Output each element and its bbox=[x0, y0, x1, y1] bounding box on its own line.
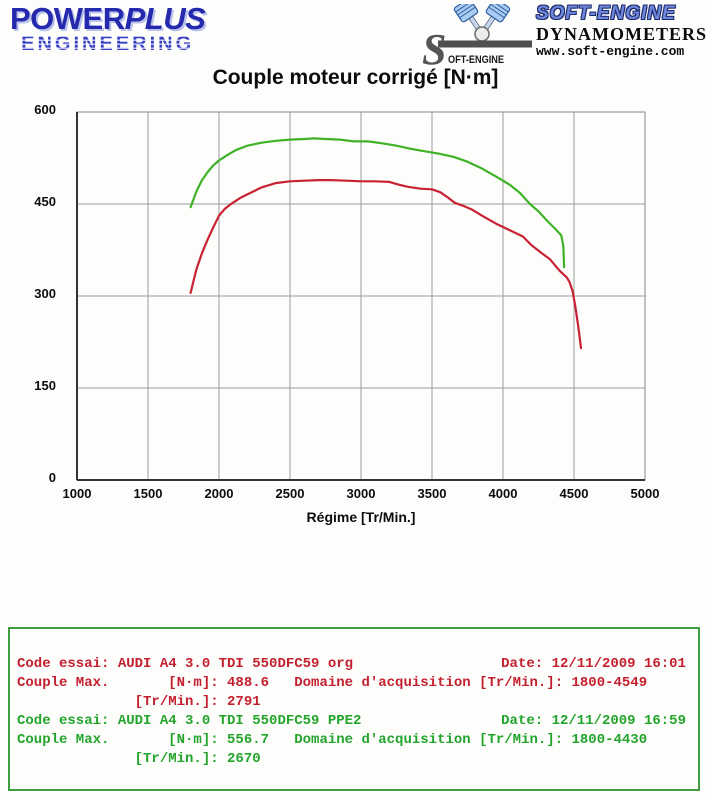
results-box: Code essai: AUDI A4 3.0 TDI 550DFC59 org… bbox=[8, 627, 700, 791]
torque-chart: 1000 1500 2000 2500 3000 3500 4000 4500 5000 0 150… bbox=[34, 102, 660, 525]
x-tick-label-5000: 5000 bbox=[631, 486, 660, 501]
header: POWERPLUS ENGINEERING bbox=[0, 1, 711, 69]
x-tick-label-3500: 3500 bbox=[418, 486, 447, 501]
x-axis-title: Régime [Tr/Min.] bbox=[307, 509, 416, 525]
soft-engine-s-letter: S bbox=[422, 25, 446, 68]
x-tick-label-1000: 1000 bbox=[63, 486, 92, 501]
test1-date: Date: 12/11/2009 16:01 bbox=[501, 656, 686, 672]
y-tick-label-300: 300 bbox=[34, 286, 56, 301]
y-tick-label-600: 600 bbox=[34, 102, 56, 117]
x-tick-label-2000: 2000 bbox=[205, 486, 234, 501]
y-tick-label-150: 150 bbox=[34, 378, 56, 393]
x-tick-label-3000: 3000 bbox=[347, 486, 376, 501]
soft-engine-logo: S OFT-ENGINE SOFT-ENGINE DYNAMOMETERS ww… bbox=[422, 4, 707, 69]
dynamometers-label: DYNAMOMETERS bbox=[535, 24, 707, 44]
torque-curve-org bbox=[189, 178, 583, 350]
test1-code: Code essai: AUDI A4 3.0 TDI 550DFC59 org bbox=[17, 656, 354, 672]
soft-engine-s-caption: OFT-ENGINE bbox=[448, 54, 504, 66]
x-tick-label-4000: 4000 bbox=[489, 486, 518, 501]
test2-rpm-line: [Tr/Min.]: 2670 bbox=[17, 751, 261, 767]
soft-engine-text-block: SOFT-ENGINE DYNAMOMETERS www.soft-engine… bbox=[536, 4, 707, 60]
test2-date: Date: 12/11/2009 16:59 bbox=[501, 713, 686, 729]
powerplus-word-plus: PLUS bbox=[124, 1, 206, 36]
y-tick-label-0: 0 bbox=[49, 470, 56, 485]
soft-engine-url: www.soft-engine.com bbox=[535, 44, 685, 59]
powerplus-engineering-label: ENGINEERING bbox=[10, 33, 205, 55]
test2-code-line: Code essai: AUDI A4 3.0 TDI 550DFC59 PPE… bbox=[10, 712, 698, 731]
chart-title: Couple moteur corrigé [N·m] bbox=[212, 66, 499, 89]
y-tick-label-450: 450 bbox=[34, 194, 56, 209]
powerplus-logo: POWERPLUS ENGINEERING bbox=[10, 1, 206, 55]
x-tick-label-4500: 4500 bbox=[560, 486, 589, 501]
test2-code: Code essai: AUDI A4 3.0 TDI 550DFC59 PPE… bbox=[17, 713, 362, 729]
soft-engine-wordmark: SOFT-ENGINE bbox=[535, 3, 676, 24]
test1-rpm-line: [Tr/Min.]: 2791 bbox=[17, 694, 261, 710]
x-tick-label-1500: 1500 bbox=[134, 486, 163, 501]
pistons-icon: S OFT-ENGINE bbox=[422, 4, 532, 68]
x-tick-label-2500: 2500 bbox=[276, 486, 305, 501]
test1-code-line: Code essai: AUDI A4 3.0 TDI 550DFC59 org… bbox=[10, 655, 698, 674]
test1-max-line: Couple Max. [N·m]: 488.6 Domaine d'acqui… bbox=[17, 675, 648, 691]
torque-curve-ppe2 bbox=[189, 137, 566, 269]
test2-max-line: Couple Max. [N·m]: 556.7 Domaine d'acqui… bbox=[17, 732, 648, 748]
powerplus-wordmark: POWERPLUS bbox=[10, 1, 206, 36]
powerplus-word-power: POWER bbox=[10, 1, 125, 36]
